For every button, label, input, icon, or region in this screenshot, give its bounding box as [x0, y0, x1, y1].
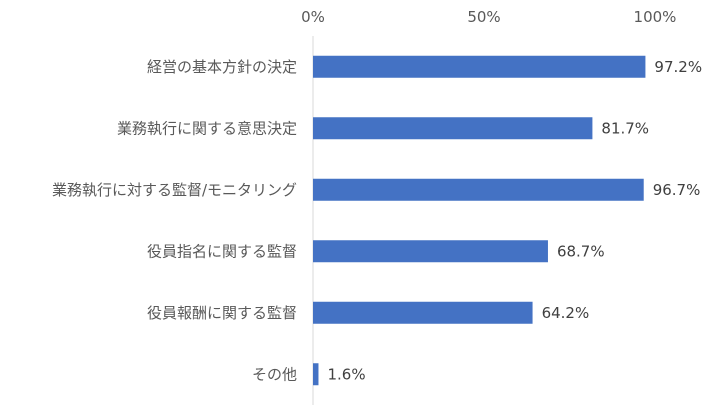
- category-label: 業務執行に対する監督/モニタリング: [52, 181, 297, 199]
- x-tick-label: 100%: [634, 8, 677, 26]
- bar: [313, 55, 646, 78]
- data-label: 1.6%: [327, 365, 365, 383]
- x-tick-label: 50%: [467, 8, 500, 26]
- bar: [313, 301, 533, 324]
- data-label: 96.7%: [653, 181, 701, 199]
- data-label: 64.2%: [542, 304, 590, 322]
- category-label: 役員報酬に関する監督: [147, 304, 297, 322]
- category-label: 役員指名に関する監督: [147, 242, 297, 260]
- bar: [313, 117, 593, 140]
- data-label: 97.2%: [654, 58, 702, 76]
- data-label: 81.7%: [601, 119, 649, 137]
- category-label: 経営の基本方針の決定: [147, 58, 297, 76]
- category-label: その他: [252, 365, 297, 383]
- bar: [313, 240, 548, 263]
- bar: [313, 178, 644, 201]
- category-label: 業務執行に関する意思決定: [117, 119, 297, 137]
- data-label: 68.7%: [557, 242, 605, 260]
- x-tick-label: 0%: [301, 8, 325, 26]
- bar: [313, 363, 319, 386]
